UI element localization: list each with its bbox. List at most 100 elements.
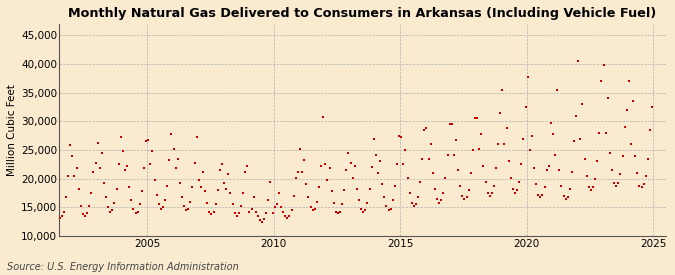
Point [128,206,139,211]
Point [579,156,590,161]
Point [549,152,560,157]
Point [607,168,618,172]
Point [345,160,356,165]
Point [594,131,605,135]
Point [223,172,234,176]
Y-axis label: Million Cubic Feet: Million Cubic Feet [7,84,17,176]
Point [389,183,400,188]
Point [360,208,371,212]
Point [132,210,143,214]
Point [164,158,175,163]
Point [508,187,518,191]
Point [379,195,389,199]
Point [628,99,639,103]
Point [126,198,137,203]
Point [645,128,655,132]
Point [111,187,122,191]
Point [297,170,308,174]
Point [590,177,601,181]
Point [314,185,325,189]
Point [541,168,552,172]
Point [643,156,653,161]
Point [320,162,331,167]
Point [520,105,531,109]
Point [326,189,337,194]
Text: Source: U.S. Energy Information Administration: Source: U.S. Energy Information Administ… [7,262,238,272]
Point [470,116,481,121]
Point [294,147,305,151]
Point [617,153,628,158]
Point [410,202,421,207]
Point [130,211,141,215]
Point [208,210,219,214]
Point [350,164,360,168]
Point [602,96,613,101]
Point [431,197,442,201]
Point [191,135,202,140]
Point [168,147,179,151]
Point [42,219,53,224]
Point [564,187,575,191]
Point [414,179,425,184]
Point [303,195,314,199]
Point [446,122,457,127]
Point [468,148,479,152]
Point [425,142,436,147]
Point [524,148,535,152]
Point [641,174,651,178]
Point [213,188,223,192]
Point [189,160,200,165]
Point [476,132,487,136]
Point [331,210,342,214]
Point [311,199,322,204]
Point [362,200,373,205]
Point [54,216,65,220]
Point [280,214,291,218]
Point [86,191,97,195]
Point [271,202,282,207]
Point [551,88,562,92]
Point [166,132,177,136]
Point [404,191,415,195]
Point [339,188,350,192]
Point [92,141,103,145]
Point [367,165,377,169]
Point [90,160,101,165]
Point [65,143,76,148]
Point [611,183,622,188]
Point [63,174,74,178]
Point [84,204,95,208]
Point [504,159,514,164]
Point [535,195,545,199]
Point [436,198,447,203]
Point [392,162,402,167]
Point [537,192,548,197]
Point [277,210,288,214]
Point [592,159,603,164]
Point [455,183,466,188]
Point [263,198,274,203]
Point [440,175,451,180]
Point [383,208,394,212]
Point [335,210,346,214]
Point [82,211,92,215]
Point [174,181,185,185]
Point [115,135,126,140]
Point [105,210,115,214]
Point [421,126,432,130]
Point [412,195,423,199]
Point [194,178,205,182]
Point [238,191,248,195]
Point [461,195,472,199]
Point [547,132,558,136]
Point [400,148,411,152]
Point [117,149,128,153]
Title: Monthly Natural Gas Delivered to Consumers in Arkansas (Including Vehicle Fuel): Monthly Natural Gas Delivered to Consume… [68,7,656,20]
Point [539,185,550,189]
Point [119,168,130,172]
Point [151,192,162,197]
Point [333,211,344,215]
Point [122,164,132,168]
Point [408,204,419,208]
Point [254,218,265,222]
